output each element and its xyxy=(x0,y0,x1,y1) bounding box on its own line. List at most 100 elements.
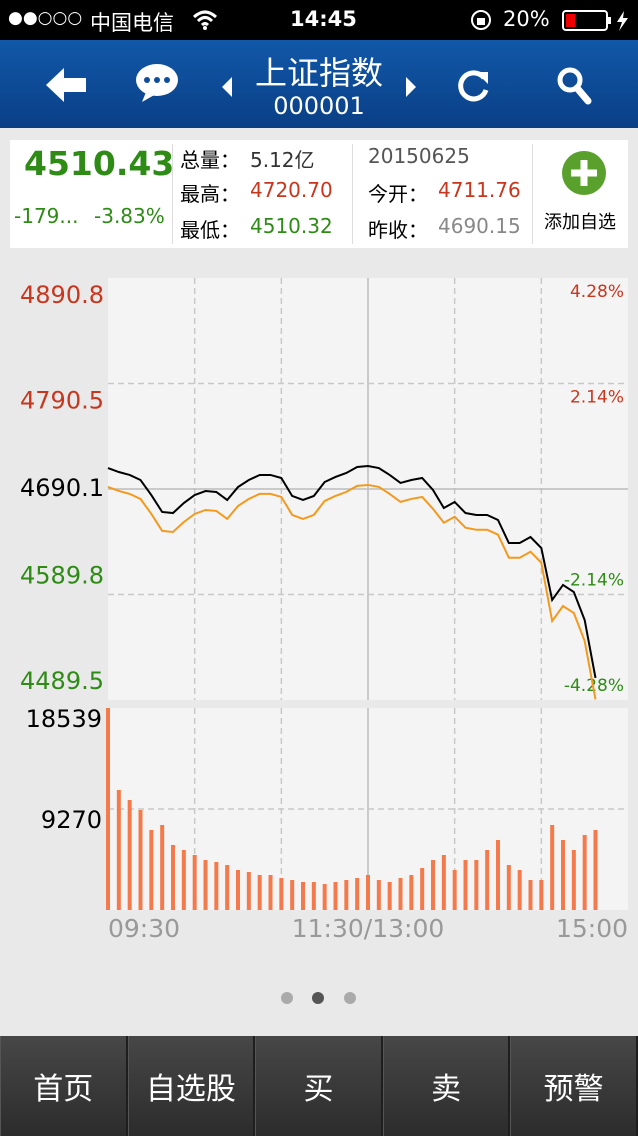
signal: ●●○○○ xyxy=(8,8,83,28)
volume-bar xyxy=(355,877,360,910)
volume-bar xyxy=(192,854,197,910)
volume-bar xyxy=(160,824,165,910)
tab[interactable]: 买 xyxy=(255,1036,383,1136)
index-name: 上证指数 xyxy=(254,54,383,92)
carrier: 中国电信 xyxy=(90,11,174,35)
change-percent: -3.83% xyxy=(94,204,165,228)
wifi-icon xyxy=(192,10,218,30)
y2-tick-label: -2.14% xyxy=(564,571,624,591)
volume-bar xyxy=(322,883,327,910)
nav-bar: 上证指数 000001 xyxy=(0,40,638,128)
date: 20150625 xyxy=(368,144,470,168)
tab-bar: 首页 自选股买卖预警 xyxy=(0,1036,638,1136)
low-label: 最低： xyxy=(180,218,240,242)
volume-label: 总量： xyxy=(180,148,240,172)
divider xyxy=(352,144,353,244)
volume-bar xyxy=(474,859,479,910)
intraday-chart: 4489.5 4589.8 4690.1 4790.5 4890.8 4.28% 2.14%… xyxy=(20,278,628,943)
search-button[interactable] xyxy=(556,66,592,106)
battery-icon xyxy=(562,10,628,31)
add-watchlist[interactable]: 添加自选 xyxy=(544,212,616,233)
quote-panel: 4510.43 -179... -3.83% 总量： 5.12亿 最高： 472… xyxy=(10,140,628,248)
add-icon[interactable] xyxy=(561,150,607,196)
volume-bar xyxy=(149,829,154,910)
prev-button[interactable] xyxy=(220,76,234,98)
tab[interactable]: 卖 xyxy=(382,1036,511,1136)
volume-bar xyxy=(181,849,186,910)
volume-bar xyxy=(236,869,240,910)
volume-bar xyxy=(214,861,219,910)
y-tick-label: 9270 xyxy=(41,806,102,834)
volume-bar xyxy=(268,874,273,910)
lock-icon xyxy=(471,10,491,30)
x-tick-label: 15:00 xyxy=(556,914,628,943)
open-value: 4711.76 xyxy=(438,178,521,202)
volume-bar xyxy=(376,879,381,910)
y2-tick-label: 2.14% xyxy=(570,388,624,408)
volume-bar xyxy=(257,874,262,910)
volume-bar xyxy=(301,881,305,910)
battery-level: 20% xyxy=(503,7,550,31)
price-line xyxy=(107,465,597,679)
price-line xyxy=(107,483,597,700)
y-tick-label: 4790.5 xyxy=(20,386,104,414)
tab[interactable]: 自选股 xyxy=(127,1036,256,1136)
divider xyxy=(532,144,533,244)
volume-value: 5.12亿 xyxy=(250,148,315,172)
volume-bar xyxy=(496,839,500,910)
status-bar: ●●○○○ 中国电信 14:45 20% xyxy=(0,0,638,40)
volume-bar xyxy=(528,879,533,910)
volume-bar xyxy=(463,859,468,910)
comment-button[interactable] xyxy=(134,62,180,104)
volume-bar xyxy=(441,854,446,910)
prev-close-value: 4690.15 xyxy=(438,214,521,238)
open-label: 今开： xyxy=(368,182,428,206)
y2-tick-label: 4.28% xyxy=(570,282,624,302)
volume-bar xyxy=(506,864,511,910)
refresh-button[interactable] xyxy=(456,68,492,104)
volume-bar xyxy=(225,864,230,910)
volume-bar xyxy=(582,834,587,910)
volume-bar xyxy=(279,877,284,910)
volume-bar xyxy=(246,871,251,910)
tab[interactable]: 预警 xyxy=(510,1036,638,1136)
index-code: 000001 xyxy=(273,92,365,120)
volume-bar xyxy=(366,874,370,910)
volume-bar xyxy=(127,799,132,910)
volume-bar xyxy=(387,881,392,910)
page-indicator xyxy=(281,992,356,1004)
volume-bar xyxy=(138,809,143,910)
back-button[interactable] xyxy=(44,66,88,104)
last-price: 4510.43 xyxy=(24,144,175,183)
volume-bar xyxy=(333,881,338,910)
next-button[interactable] xyxy=(404,76,418,98)
volume-bar xyxy=(420,867,425,910)
high-label: 最高： xyxy=(180,182,240,206)
y-tick-label: 4890.8 xyxy=(20,281,104,309)
x-tick-label: 11:30/13:00 xyxy=(292,914,445,943)
volume-bar xyxy=(571,849,576,910)
y-tick-label: 4489.5 xyxy=(20,667,104,695)
y-tick-label: 18539 xyxy=(26,705,102,733)
volume-bar xyxy=(171,844,175,910)
volume-bar xyxy=(550,824,555,910)
volume-bar xyxy=(561,839,565,910)
volume-bar xyxy=(593,829,598,910)
volume-bar xyxy=(203,859,208,910)
volume-bar xyxy=(398,877,403,910)
y-tick-label: 4690.1 xyxy=(20,474,104,502)
time: 14:45 xyxy=(290,7,357,31)
volume-bar xyxy=(517,869,522,910)
volume-bar xyxy=(485,849,490,910)
y-tick-label: 4589.8 xyxy=(20,562,104,590)
low-value: 4510.32 xyxy=(250,214,333,238)
volume-bar xyxy=(290,879,295,910)
volume-bar xyxy=(539,879,544,910)
high-value: 4720.70 xyxy=(250,178,333,202)
volume-bar xyxy=(106,708,110,910)
volume-bar xyxy=(431,859,435,910)
price-change: -179... xyxy=(14,204,79,228)
tab[interactable]: 首页 xyxy=(0,1036,128,1136)
divider xyxy=(172,144,173,244)
